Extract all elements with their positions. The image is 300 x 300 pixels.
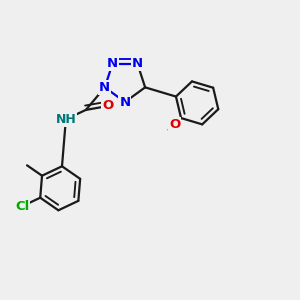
- Text: NH: NH: [56, 113, 76, 126]
- Text: N: N: [107, 57, 118, 70]
- Text: O: O: [169, 118, 180, 130]
- Text: N: N: [119, 95, 130, 109]
- Text: N: N: [132, 57, 143, 70]
- Text: N: N: [99, 81, 110, 94]
- Text: Cl: Cl: [15, 200, 29, 213]
- Text: O: O: [102, 99, 114, 112]
